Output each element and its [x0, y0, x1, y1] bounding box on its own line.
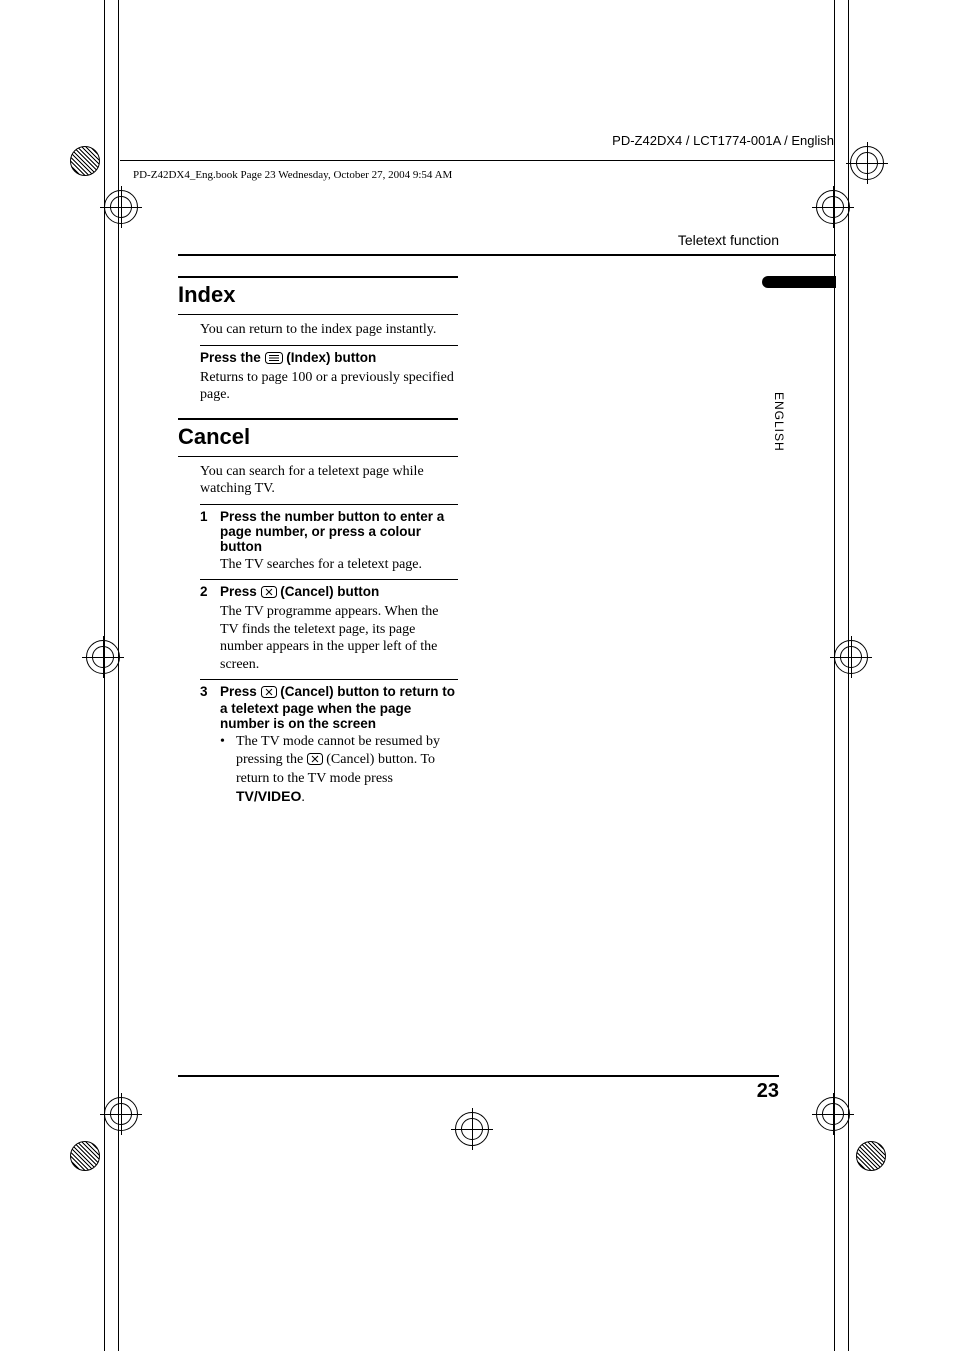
separator: [200, 345, 458, 346]
step: 3 Press (Cancel) button to return to a t…: [200, 684, 458, 731]
registration-mark-icon: [850, 146, 884, 180]
separator: [200, 504, 458, 505]
text: (Cancel) button: [277, 584, 380, 599]
registration-corner-icon: [70, 1141, 100, 1171]
body-text: The TV searches for a teletext page.: [220, 556, 458, 574]
registration-corner-icon: [856, 1141, 886, 1171]
doc-id-line: PD-Z42DX4 / LCT1774-001A / English: [612, 133, 834, 148]
step-number: 3: [200, 684, 212, 731]
step-title: Press (Cancel) button: [220, 584, 379, 601]
cancel-button-icon: [307, 753, 323, 771]
thumb-tab: [762, 276, 836, 288]
rule: [178, 1075, 779, 1077]
separator: [200, 579, 458, 580]
body-text: You can return to the index page instant…: [200, 321, 458, 339]
registration-mark-icon: [816, 190, 850, 224]
tv-video-label: TV/VIDEO: [236, 788, 301, 804]
bullet-dot: •: [220, 733, 228, 806]
body-text: The TV programme appears. When the TV fi…: [220, 603, 458, 673]
registration-mark-icon: [86, 640, 120, 674]
text: (Index) button: [283, 350, 377, 365]
cancel-button-icon: [261, 686, 277, 701]
page: PD-Z42DX4 / LCT1774-001A / English PD-Z4…: [0, 0, 954, 1351]
step-title: Press (Cancel) button to return to a tel…: [220, 684, 458, 731]
registration-mark-icon: [455, 1112, 489, 1146]
content-column: Index You can return to the index page i…: [178, 276, 458, 808]
step-number: 1: [200, 509, 212, 554]
bullet-item: • The TV mode cannot be resumed by press…: [220, 733, 458, 806]
registration-mark-icon: [104, 1097, 138, 1131]
index-button-icon: [265, 352, 283, 367]
registration-corner-icon: [70, 146, 100, 176]
registration-mark-icon: [104, 190, 138, 224]
section-heading: Cancel: [178, 424, 458, 450]
section-heading: Index: [178, 282, 458, 308]
section-heading-wrap: Cancel: [178, 418, 458, 457]
text: Press the: [200, 350, 265, 365]
rule: [178, 254, 836, 256]
book-meta: PD-Z42DX4_Eng.book Page 23 Wednesday, Oc…: [133, 169, 452, 181]
step-title: Press the number button to enter a page …: [220, 509, 458, 554]
body-text: You can search for a teletext page while…: [200, 463, 458, 498]
text: Press: [220, 584, 261, 599]
language-tab: ENGLISH: [772, 392, 786, 452]
registration-mark-icon: [834, 640, 868, 674]
bullet-text: The TV mode cannot be resumed by pressin…: [236, 733, 458, 806]
separator: [200, 679, 458, 680]
text: Press: [220, 684, 261, 699]
section-heading-wrap: Index: [178, 276, 458, 315]
text: .: [301, 790, 305, 805]
step: 2 Press (Cancel) button: [200, 584, 458, 601]
registration-mark-icon: [816, 1097, 850, 1131]
rule: [120, 160, 834, 161]
page-number: 23: [757, 1080, 779, 1103]
running-head: Teletext function: [678, 232, 779, 248]
step: 1 Press the number button to enter a pag…: [200, 509, 458, 554]
cancel-button-icon: [261, 586, 277, 601]
instruction-heading: Press the (Index) button: [200, 350, 458, 367]
body-text: Returns to page 100 or a previously spec…: [200, 369, 458, 404]
step-number: 2: [200, 584, 212, 601]
